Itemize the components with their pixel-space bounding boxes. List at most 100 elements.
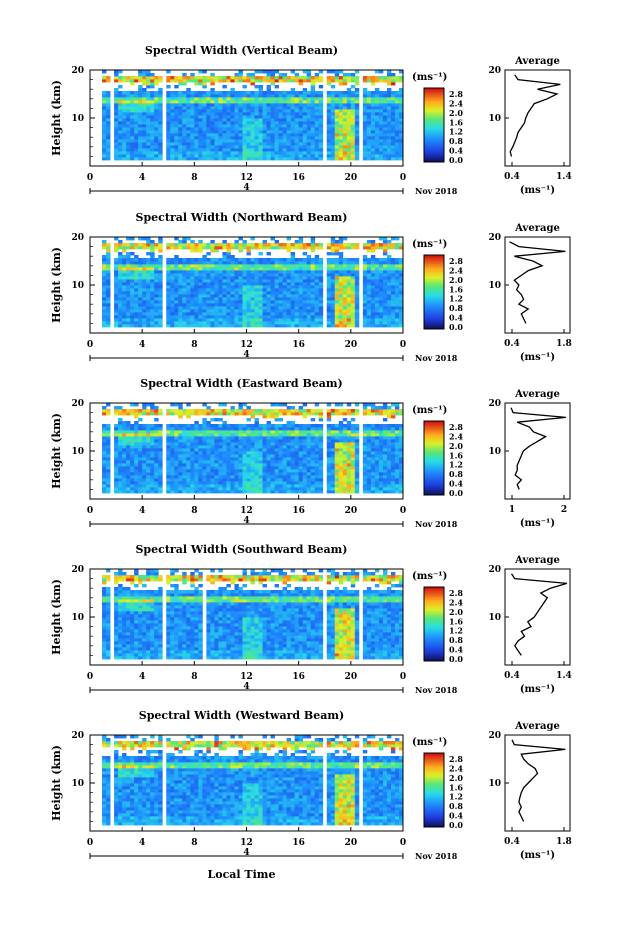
heat-cell: [118, 406, 123, 410]
heat-cell: [338, 282, 344, 286]
heat-cell: [234, 100, 239, 104]
heat-cell: [118, 142, 123, 146]
heat-cell: [394, 258, 400, 262]
heat-cell: [282, 136, 288, 140]
heat-cell: [222, 154, 227, 158]
colorbar-step: [424, 137, 444, 141]
heat-cell: [350, 118, 356, 122]
heat-cell: [166, 436, 171, 440]
heat-cell: [138, 300, 143, 304]
colorbar-step: [424, 299, 444, 302]
heat-cell: [130, 285, 135, 289]
heat-cell: [370, 264, 376, 268]
heat-cell: [318, 288, 324, 292]
heat-cell: [158, 148, 163, 152]
heat-cell: [262, 130, 267, 134]
heat-cell: [258, 424, 263, 428]
heat-cell: [350, 73, 356, 77]
heat-cell: [114, 451, 119, 455]
heat-cell: [294, 106, 300, 110]
heat-cell: [214, 487, 219, 491]
heat-cell: [190, 466, 195, 470]
heat-cell: [102, 439, 107, 443]
heat-cell: [394, 148, 400, 152]
heat-cell: [142, 454, 147, 458]
heat-cell: [174, 261, 179, 265]
heat-cell: [158, 267, 163, 271]
heat-cell: [314, 127, 320, 131]
heat-cell: [250, 264, 255, 268]
heat-cell: [118, 118, 123, 122]
heat-cell: [122, 136, 127, 140]
heat-cell: [314, 261, 320, 265]
heat-cell: [194, 118, 199, 122]
heat-cell: [138, 466, 143, 470]
heat-cell: [138, 451, 143, 455]
heat-cell: [138, 463, 143, 467]
heat-cell: [286, 148, 292, 152]
heat-cell: [238, 427, 243, 431]
heat-cell: [390, 154, 396, 158]
heat-cell: [166, 127, 171, 131]
heat-cell: [266, 142, 271, 146]
heat-cell: [150, 264, 155, 268]
heat-cell: [318, 106, 324, 110]
heat-cell: [186, 246, 191, 250]
heat-cell: [258, 454, 263, 458]
heat-cell: [310, 315, 316, 319]
heat-cell: [226, 466, 231, 470]
heat-cell: [258, 433, 263, 437]
heat-cell: [282, 294, 288, 298]
heat-cell: [306, 124, 312, 128]
heat-cell: [314, 106, 320, 110]
heat-cell: [174, 475, 179, 479]
heat-cell: [314, 142, 320, 146]
heat-cell: [134, 475, 139, 479]
heat-cell: [374, 267, 380, 271]
heat-cell: [206, 439, 211, 443]
heat-cell: [318, 318, 324, 322]
heat-cell: [318, 85, 324, 89]
heat-cell: [350, 309, 356, 313]
heat-cell: [154, 312, 159, 316]
heat-cell: [286, 142, 292, 146]
heat-cell: [114, 109, 119, 113]
heat-cell: [210, 240, 215, 244]
heat-cell: [130, 252, 135, 256]
heat-cell: [190, 240, 195, 244]
heat-cell: [302, 118, 308, 122]
colorbar-step: [424, 123, 444, 126]
heat-cell: [174, 427, 179, 431]
heat-cell: [314, 103, 320, 107]
heat-cell: [274, 142, 279, 146]
heat-cell: [198, 472, 203, 476]
heat-cell: [118, 466, 123, 470]
heat-cell: [194, 294, 199, 298]
heat-cell: [138, 448, 143, 452]
heat-cell: [122, 484, 127, 488]
heat-cell: [170, 118, 175, 122]
heat-cell: [182, 460, 187, 464]
heat-cell: [370, 82, 376, 86]
heat-cell: [382, 312, 388, 316]
heat-cell: [262, 145, 267, 149]
heat-cell: [138, 273, 143, 277]
heat-cell: [226, 448, 231, 452]
average-x-tick-label: 0.4: [504, 172, 520, 182]
heat-cell: [290, 124, 296, 128]
y-axis-label: Height (km): [50, 247, 63, 323]
heat-cell: [230, 478, 235, 482]
heat-cell: [126, 490, 131, 494]
heat-cell: [298, 246, 304, 250]
heat-cell: [158, 270, 163, 274]
heat-cell: [114, 312, 119, 316]
heat-cell: [366, 291, 372, 295]
heat-cell: [262, 478, 267, 482]
heat-cell: [142, 445, 147, 449]
heat-cell: [226, 118, 231, 122]
heat-cell: [258, 472, 263, 476]
heat-cell: [150, 133, 155, 137]
heat-cell: [210, 148, 215, 152]
heat-cell: [274, 300, 279, 304]
colorbar-step: [424, 154, 444, 157]
